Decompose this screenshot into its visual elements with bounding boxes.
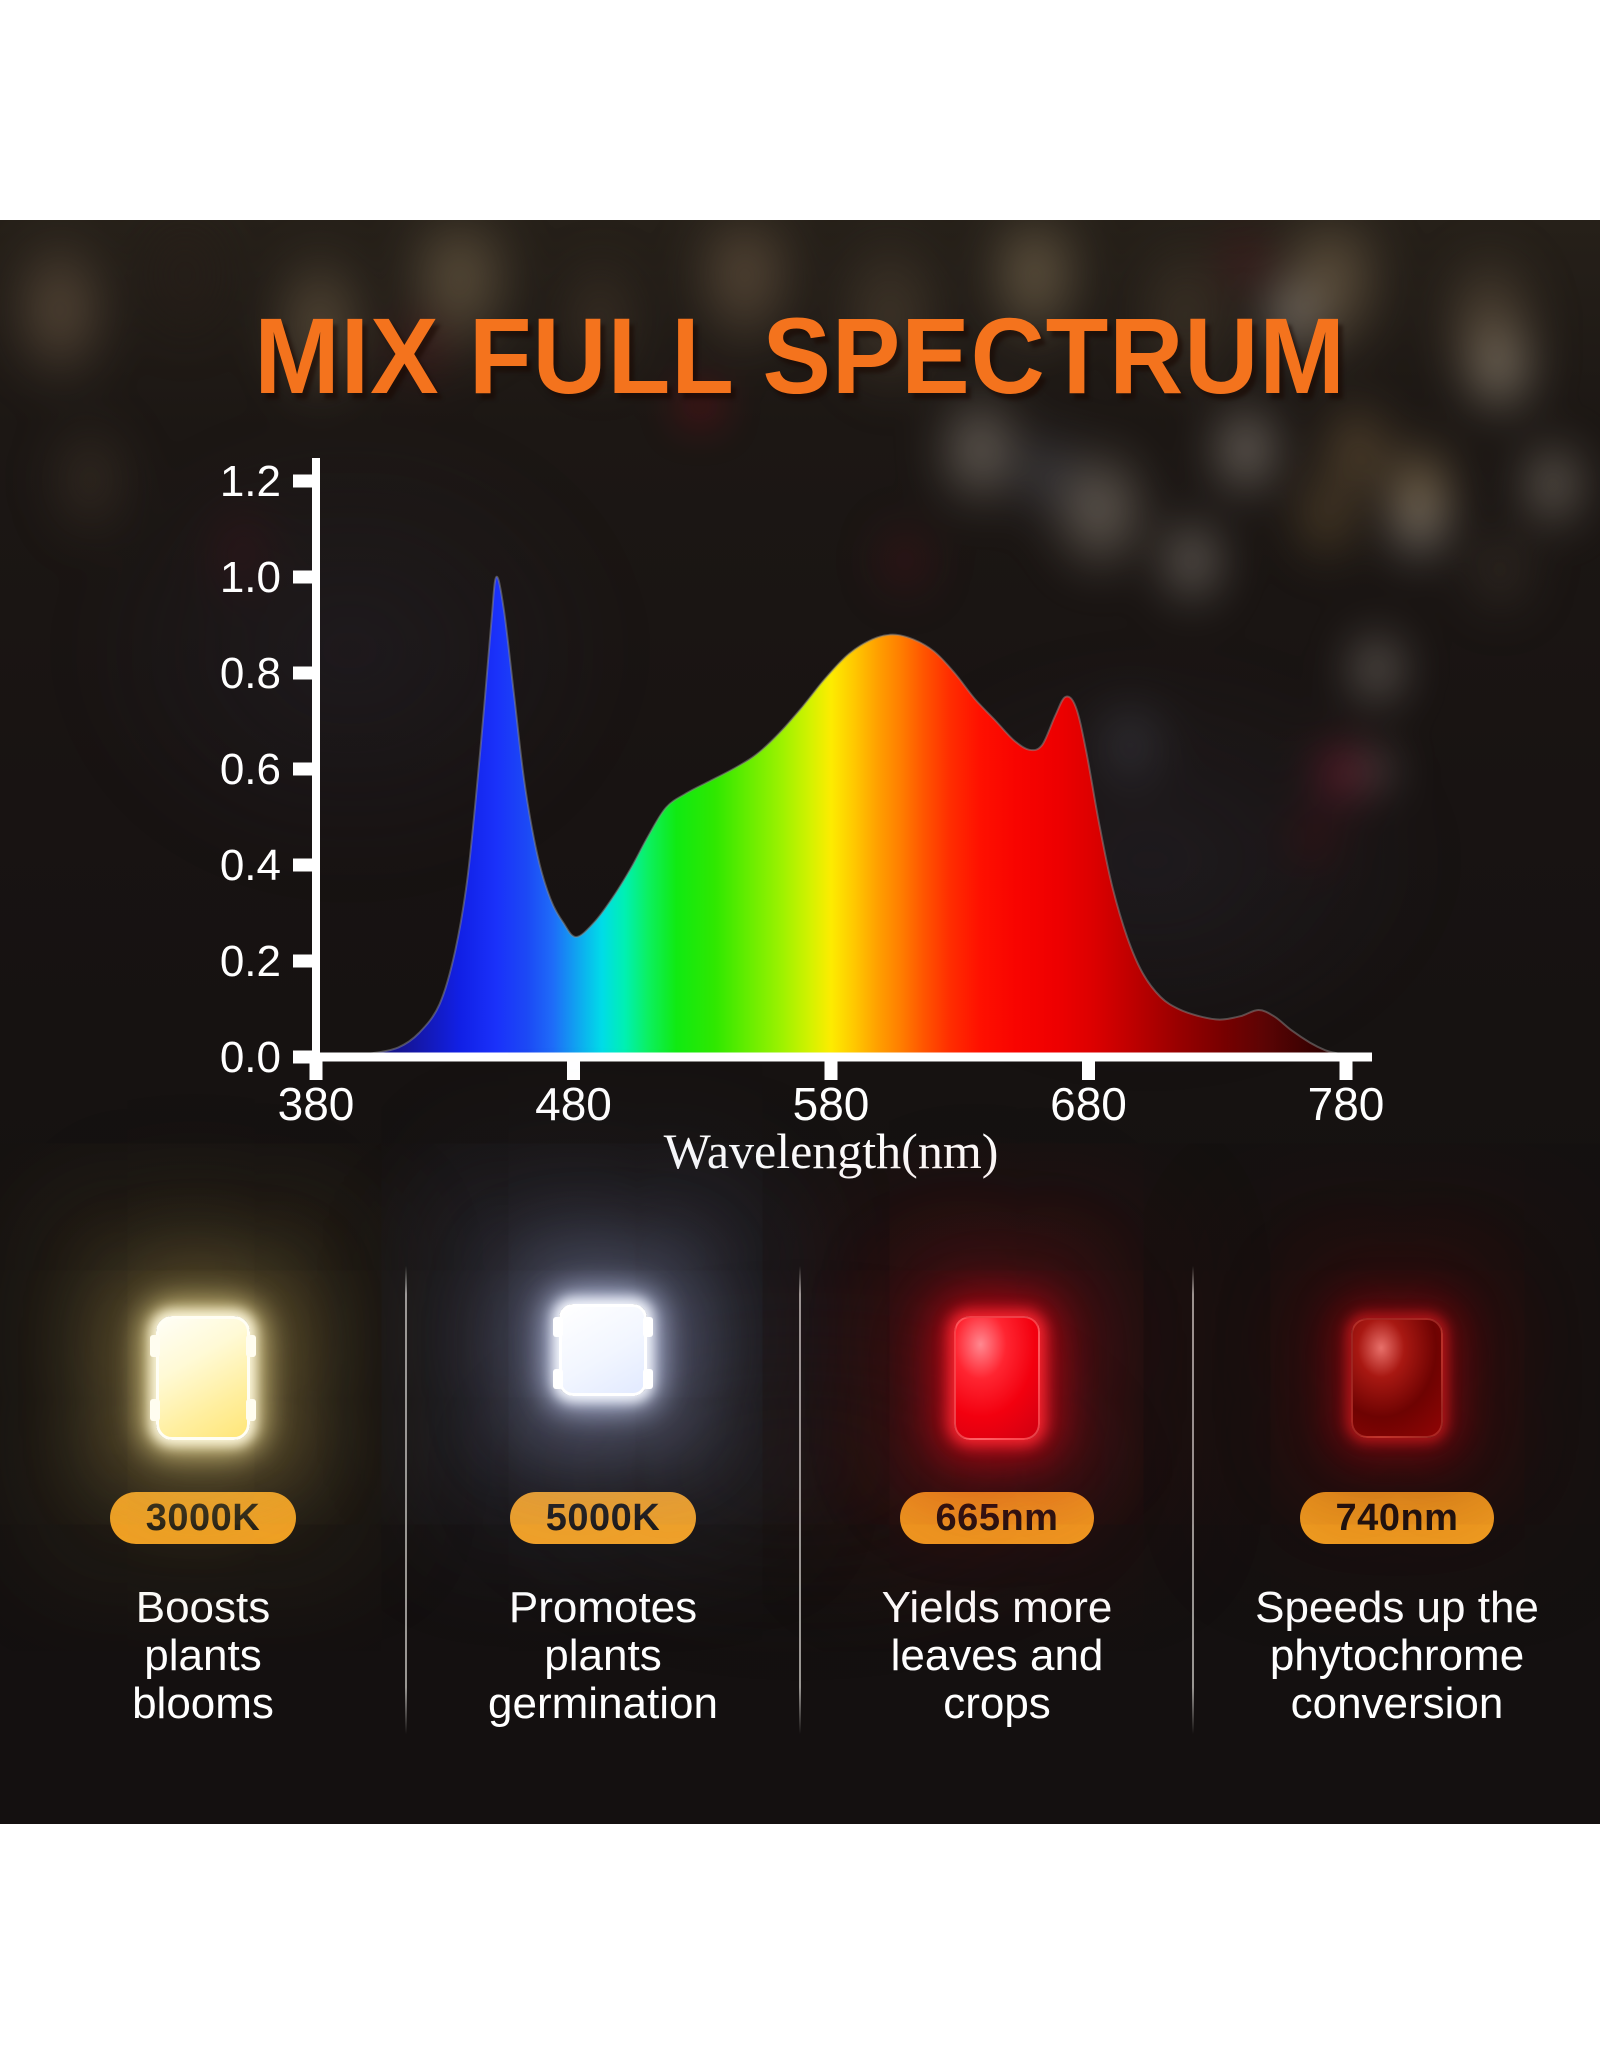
description-line: conversion: [1290, 1679, 1504, 1728]
card-5000k: 5000K Promotes plants germination: [406, 1270, 800, 1748]
description-line: blooms: [132, 1679, 274, 1728]
led-chip: [150, 1316, 256, 1440]
card-description: Yields more leaves and crops: [882, 1584, 1113, 1728]
description-line: leaves and: [890, 1631, 1104, 1680]
led-chip: [954, 1316, 1040, 1440]
description-line: crops: [943, 1679, 1051, 1728]
top-white-band: [0, 0, 1600, 220]
card-740nm: 740nm Speeds up the phytochrome conversi…: [1194, 1270, 1600, 1748]
column-divider: [799, 1266, 801, 1734]
description-line: plants: [544, 1631, 662, 1680]
led-cards-row: 3000K Boosts plants blooms 5000K Promote…: [0, 1266, 1600, 1748]
led-chip-area: [150, 1298, 256, 1458]
description-line: Yields more: [881, 1583, 1113, 1632]
led-chip: [1351, 1318, 1443, 1438]
column-divider: [405, 1266, 407, 1734]
wavelength-badge: 3000K: [109, 1492, 297, 1544]
description-line: germination: [488, 1679, 718, 1728]
column-divider: [1192, 1266, 1194, 1734]
description-line: plants: [144, 1631, 262, 1680]
page-title: MIX FULL SPECTRUM: [254, 295, 1346, 416]
description-line: Speeds up the: [1255, 1583, 1539, 1632]
wavelength-badge: 665nm: [899, 1492, 1095, 1544]
wavelength-badge: 5000K: [509, 1492, 697, 1544]
card-description: Boosts plants blooms: [132, 1584, 274, 1728]
led-chip-area: [1351, 1298, 1443, 1458]
led-chip-area: [954, 1298, 1040, 1458]
description-line: Boosts: [135, 1583, 271, 1632]
wavelength-badge: 740nm: [1299, 1492, 1495, 1544]
bottom-white-band: [0, 1824, 1600, 2048]
description-line: phytochrome: [1269, 1631, 1525, 1680]
card-3000k: 3000K Boosts plants blooms: [0, 1270, 406, 1748]
led-chip: [553, 1304, 653, 1396]
card-description: Promotes plants germination: [488, 1584, 718, 1728]
card-description: Speeds up the phytochrome conversion: [1255, 1584, 1539, 1728]
card-665nm: 665nm Yields more leaves and crops: [800, 1270, 1194, 1748]
description-line: Promotes: [508, 1583, 698, 1632]
led-chip-area: [553, 1298, 653, 1458]
